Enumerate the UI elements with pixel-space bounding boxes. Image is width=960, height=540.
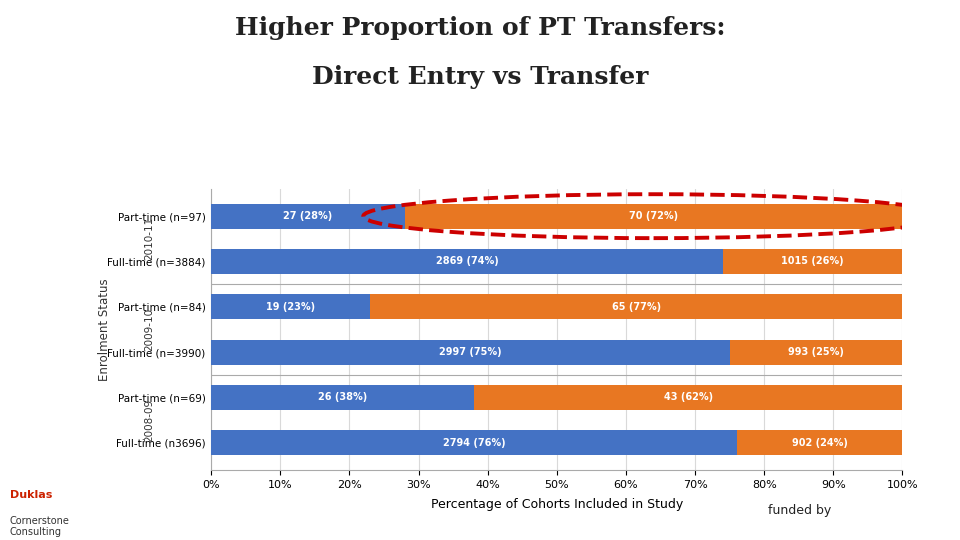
Bar	[211, 204, 405, 228]
Text: 2010-11: 2010-11	[144, 217, 154, 260]
Text: 993 (25%): 993 (25%)	[788, 347, 844, 357]
Text: 43 (62%): 43 (62%)	[663, 393, 712, 402]
Text: 19 (23%): 19 (23%)	[266, 302, 315, 312]
Bar	[211, 340, 730, 365]
Bar	[211, 430, 736, 455]
Text: 2008-09: 2008-09	[144, 399, 154, 442]
Text: 902 (24%): 902 (24%)	[791, 437, 848, 448]
X-axis label: Percentage of Cohorts Included in Study: Percentage of Cohorts Included in Study	[431, 498, 683, 511]
Text: 65 (77%): 65 (77%)	[612, 302, 660, 312]
Bar	[211, 249, 723, 274]
Text: Cornerstone
Consulting: Cornerstone Consulting	[10, 516, 69, 537]
Text: 2869 (74%): 2869 (74%)	[436, 256, 498, 266]
Bar	[474, 385, 902, 410]
Text: 2009-10: 2009-10	[144, 308, 154, 351]
Bar	[211, 294, 371, 319]
Text: Higher Proportion of PT Transfers:: Higher Proportion of PT Transfers:	[235, 16, 725, 40]
Text: 26 (38%): 26 (38%)	[318, 393, 367, 402]
Bar	[730, 340, 902, 365]
Text: 70 (72%): 70 (72%)	[629, 211, 678, 221]
Bar	[405, 204, 902, 228]
Bar	[723, 249, 902, 274]
Text: 1015 (26%): 1015 (26%)	[781, 256, 844, 266]
Text: Duklas: Duklas	[10, 489, 52, 500]
Text: 2997 (75%): 2997 (75%)	[439, 347, 502, 357]
Bar	[736, 430, 902, 455]
Bar	[371, 294, 902, 319]
Text: Direct Entry vs Transfer: Direct Entry vs Transfer	[312, 65, 648, 89]
Text: 27 (28%): 27 (28%)	[283, 211, 332, 221]
Text: Enrolment Status: Enrolment Status	[98, 278, 110, 381]
Text: 2794 (76%): 2794 (76%)	[443, 437, 505, 448]
Text: funded by: funded by	[768, 504, 831, 517]
Bar	[211, 385, 474, 410]
